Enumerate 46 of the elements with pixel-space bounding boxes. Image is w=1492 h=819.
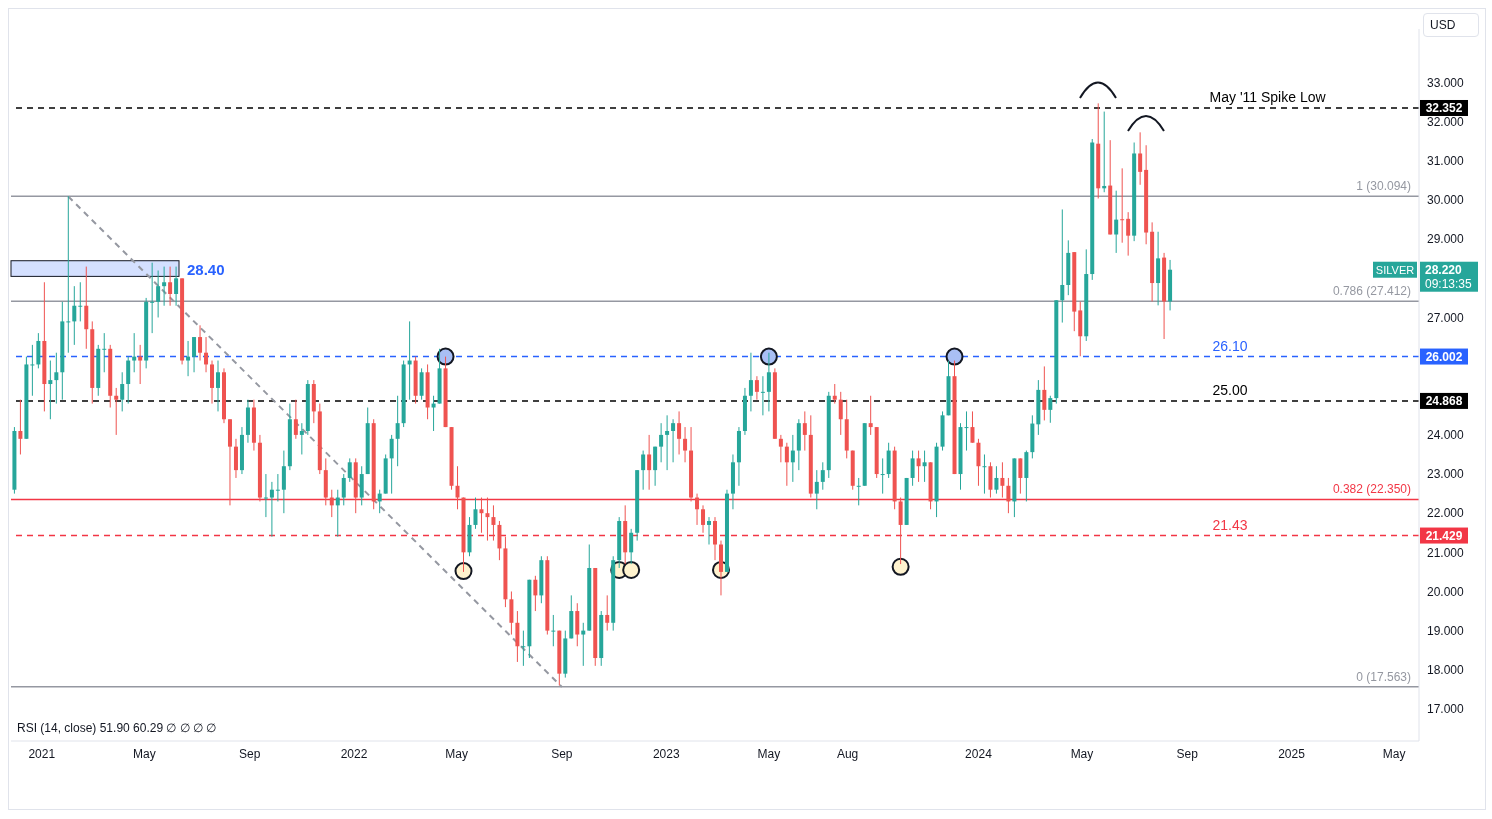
text: 28.220 bbox=[1425, 262, 1463, 277]
x-tick-label: Sep bbox=[551, 746, 573, 761]
x-tick-label: 2025 bbox=[1278, 746, 1306, 761]
ref-line-label: 0.382 (22.350) bbox=[1332, 482, 1411, 497]
band-label: 28.40 bbox=[187, 260, 225, 278]
annotation: 26.10 bbox=[1212, 337, 1248, 354]
ref-line-label: 24.868 bbox=[1425, 393, 1463, 408]
annotation: RSI (14, close) 51.90 60.29 ∅ ∅ ∅ ∅ bbox=[17, 721, 217, 735]
x-tick-label: Sep bbox=[238, 746, 261, 761]
y-tick-label: 29.000 bbox=[1427, 232, 1465, 247]
x-tick-label: 2021 bbox=[28, 746, 56, 761]
x-tick-label: Aug bbox=[836, 746, 859, 761]
x-tick-label: 2023 bbox=[652, 746, 680, 761]
y-tick-label: 20.000 bbox=[1427, 584, 1465, 599]
x-tick-label: May bbox=[133, 746, 156, 761]
x-tick-label: Sep bbox=[1176, 746, 1199, 761]
x-tick-label: May bbox=[757, 746, 781, 761]
y-tick-label: 30.000 bbox=[1427, 193, 1465, 208]
ref-line-label: 0.786 (27.412) bbox=[1332, 284, 1411, 299]
y-tick-label: 22.000 bbox=[1427, 506, 1465, 521]
ref-line-label: 32.352 bbox=[1425, 100, 1463, 115]
x-tick-label: May bbox=[1382, 746, 1406, 761]
x-tick-label: May bbox=[1070, 746, 1094, 761]
y-tick-label: 17.000 bbox=[1427, 702, 1465, 717]
text: 09:13:35 bbox=[1425, 276, 1473, 291]
x-tick-label: 2024 bbox=[965, 746, 993, 761]
ref-line-label: 26.002 bbox=[1425, 349, 1463, 364]
ref-line-label: 1 (30.094) bbox=[1356, 179, 1411, 194]
x-tick-label: 2022 bbox=[340, 746, 368, 761]
annotation: May '11 Spike Low bbox=[1209, 88, 1327, 105]
ref-line-label: 0 (17.563) bbox=[1356, 669, 1411, 684]
text: USD bbox=[1423, 13, 1479, 37]
y-tick-label: 19.000 bbox=[1427, 623, 1465, 638]
y-tick-label: 31.000 bbox=[1427, 154, 1465, 169]
y-tick-label: 21.000 bbox=[1427, 545, 1465, 560]
ref-line-label: 21.429 bbox=[1425, 528, 1463, 543]
x-tick-label: May bbox=[445, 746, 468, 761]
y-tick-label: 23.000 bbox=[1427, 467, 1465, 482]
y-tick-label: 27.000 bbox=[1427, 310, 1465, 325]
annotation: SILVER bbox=[1375, 263, 1415, 276]
y-tick-label: 33.000 bbox=[1427, 75, 1465, 90]
y-tick-label: 32.000 bbox=[1427, 115, 1465, 130]
annotation: 21.43 bbox=[1212, 516, 1248, 533]
annotation: 25.00 bbox=[1212, 381, 1248, 398]
y-tick-label: 24.000 bbox=[1427, 428, 1465, 443]
y-tick-label: 18.000 bbox=[1427, 663, 1465, 678]
